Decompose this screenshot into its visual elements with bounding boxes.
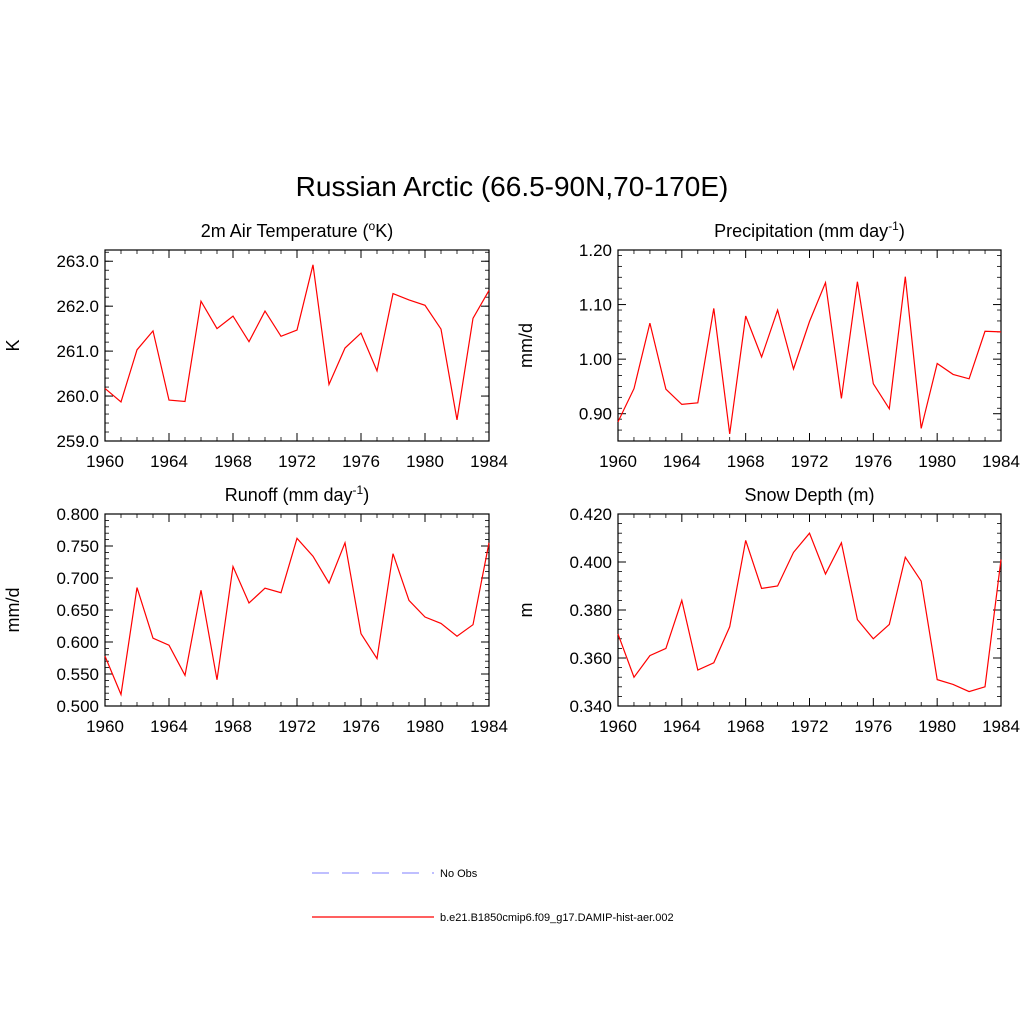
y-tick-label: 0.650 (56, 601, 99, 620)
y-tick-label: 0.500 (56, 697, 99, 716)
plot-frame (104, 513, 490, 707)
x-tick-label: 1960 (599, 452, 637, 471)
y-tick-label: 1.10 (579, 296, 612, 315)
y-tick-label: 261.0 (56, 342, 99, 361)
x-tick-label: 1976 (342, 452, 380, 471)
x-tick-label: 1960 (599, 717, 637, 736)
x-tick-label: 1984 (982, 717, 1020, 736)
y-tick-label: 260.0 (56, 387, 99, 406)
y-tick-label: 0.750 (56, 537, 99, 556)
y-tick-label: 0.380 (569, 601, 612, 620)
x-tick-label: 1980 (406, 452, 444, 471)
y-axis-label: mm/d (516, 323, 536, 368)
x-tick-label: 1984 (982, 452, 1020, 471)
panel-title: 2m Air Temperature (oK) (201, 219, 393, 241)
legend: No Obs b.e21.B1850cmip6.f09_g17.DAMIP-his… (312, 868, 674, 924)
plot-frame (617, 513, 1002, 707)
panel-1: 2m Air Temperature (oK) K 263.0 262.0 261.0 2… (3, 219, 508, 471)
y-tick-label: 0.420 (569, 505, 612, 524)
figure-title: Russian Arctic (66.5-90N,70-170E) (296, 171, 729, 202)
x-tick-label: 1972 (791, 452, 829, 471)
x-tick-label: 1972 (278, 452, 316, 471)
y-tick-label: 0.360 (569, 649, 612, 668)
x-tick-label: 1980 (918, 452, 956, 471)
panels: 2m Air Temperature (oK) K 263.0 262.0 261.0 2… (3, 219, 1020, 736)
y-tick-label: 262.0 (56, 297, 99, 316)
panel-title: Snow Depth (m) (744, 485, 874, 505)
series-line-1 (104, 537, 490, 697)
x-tick-label: 1980 (918, 717, 956, 736)
x-tick-label: 1976 (854, 452, 892, 471)
y-tick-label: 263.0 (56, 252, 99, 271)
y-tick-label: 259.0 (56, 432, 99, 451)
x-tick-label: 1960 (86, 452, 124, 471)
y-axis-label: m (516, 603, 536, 618)
x-tick-label: 1984 (470, 717, 508, 736)
y-tick-label: 0.340 (569, 697, 612, 716)
x-tick-label: 1972 (791, 717, 829, 736)
legend-label-2: b.e21.B1850cmip6.f09_g17.DAMIP-hist-aer.… (440, 912, 674, 924)
y-tick-label: 0.550 (56, 665, 99, 684)
x-tick-label: 1972 (278, 717, 316, 736)
x-tick-label: 1964 (150, 717, 188, 736)
panel-title: Precipitation (mm day-1) (714, 219, 905, 241)
series-line-1 (617, 276, 1002, 434)
y-axis-label: mm/d (3, 588, 23, 633)
x-tick-label: 1968 (727, 452, 765, 471)
y-tick-label: 0.800 (56, 505, 99, 524)
panel-2: Precipitation (mm day-1) mm/d 1.20 1.10 1.00… (516, 219, 1020, 471)
legend-label-1: No Obs (440, 868, 478, 880)
y-tick-label: 1.00 (579, 350, 612, 369)
x-tick-label: 1964 (663, 717, 701, 736)
x-tick-label: 1964 (663, 452, 701, 471)
x-tick-label: 1964 (150, 452, 188, 471)
x-tick-label: 1980 (406, 717, 444, 736)
panel-title: Runoff (mm day-1) (225, 483, 369, 505)
x-tick-label: 1968 (214, 452, 252, 471)
series-line-1 (104, 264, 490, 421)
panel-3: Runoff (mm day-1) mm/d 0.800 0.750 0.700 0.65… (3, 483, 508, 736)
y-tick-label: 0.600 (56, 633, 99, 652)
y-axis-label: K (3, 339, 23, 351)
x-tick-label: 1968 (727, 717, 765, 736)
plot-frame (617, 249, 1002, 442)
panel-4: Snow Depth (m) m 0.420 0.400 0.380 0.360 0.340… (516, 485, 1020, 736)
y-tick-label: 0.400 (569, 553, 612, 572)
x-tick-label: 1984 (470, 452, 508, 471)
x-tick-label: 1960 (86, 717, 124, 736)
x-tick-label: 1968 (214, 717, 252, 736)
y-tick-label: 0.90 (579, 405, 612, 424)
y-tick-label: 0.700 (56, 569, 99, 588)
x-tick-label: 1976 (854, 717, 892, 736)
y-tick-label: 1.20 (579, 241, 612, 260)
series-line-1 (617, 532, 1002, 693)
x-tick-label: 1976 (342, 717, 380, 736)
plot-frame (104, 249, 490, 442)
